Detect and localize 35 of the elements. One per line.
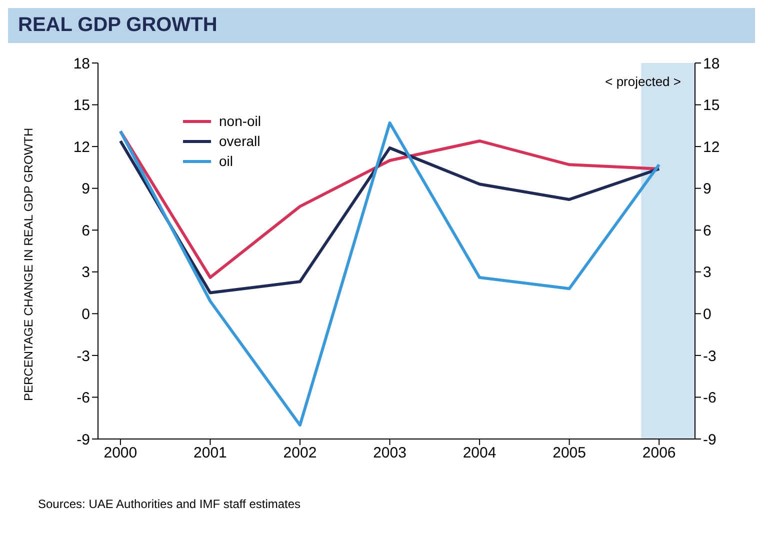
- legend-label: overall: [219, 133, 260, 149]
- y2-tick-label: -3: [703, 348, 716, 365]
- y2-tick-label: 3: [703, 264, 712, 282]
- x-tick-label: 2002: [283, 444, 317, 462]
- y2-tick-label: -6: [703, 390, 716, 407]
- legend-label: oil: [219, 153, 234, 169]
- y-tick-label: 6: [82, 222, 90, 240]
- x-tick-label: 2004: [462, 444, 496, 462]
- y-tick-label: 9: [82, 180, 90, 198]
- x-tick-label: 2003: [373, 444, 406, 462]
- y-tick-label: 0: [82, 306, 90, 323]
- line-series: [118, 130, 661, 279]
- y2-tick-label: 15: [703, 97, 720, 114]
- source-note: Sources: UAE Authorities and IMF staff estimates: [38, 497, 302, 511]
- y2-tick-label: 18: [703, 55, 720, 72]
- x-tick-label: 2000: [104, 444, 138, 462]
- x-tick-label: 2001: [194, 444, 227, 462]
- y-tick-label: 18: [73, 55, 90, 72]
- x-tick-label: 2005: [552, 444, 586, 462]
- y-tick-label: -9: [76, 431, 90, 448]
- y-tick-label: 15: [73, 97, 90, 114]
- band-label: < projected >: [605, 74, 681, 90]
- x-tick-label: 2006: [642, 444, 676, 462]
- chart-title: REAL GDP GROWTH: [8, 8, 755, 43]
- y2-tick-label: 6: [703, 222, 712, 240]
- legend-label: non-oil: [219, 113, 262, 129]
- y-tick-label: -3: [76, 348, 90, 365]
- y2-tick-label: 0: [703, 306, 712, 323]
- y-tick-label: -6: [76, 390, 90, 407]
- y2-tick-label: 9: [703, 180, 712, 198]
- y2-tick-label: -9: [703, 431, 716, 448]
- y-tick-label: 12: [73, 138, 90, 156]
- y-axis-title: PERCENTAGE CHANGE IN REAL GDP GROWTH: [21, 128, 36, 401]
- y2-tick-label: 12: [703, 138, 720, 156]
- y-tick-label: 3: [82, 264, 90, 282]
